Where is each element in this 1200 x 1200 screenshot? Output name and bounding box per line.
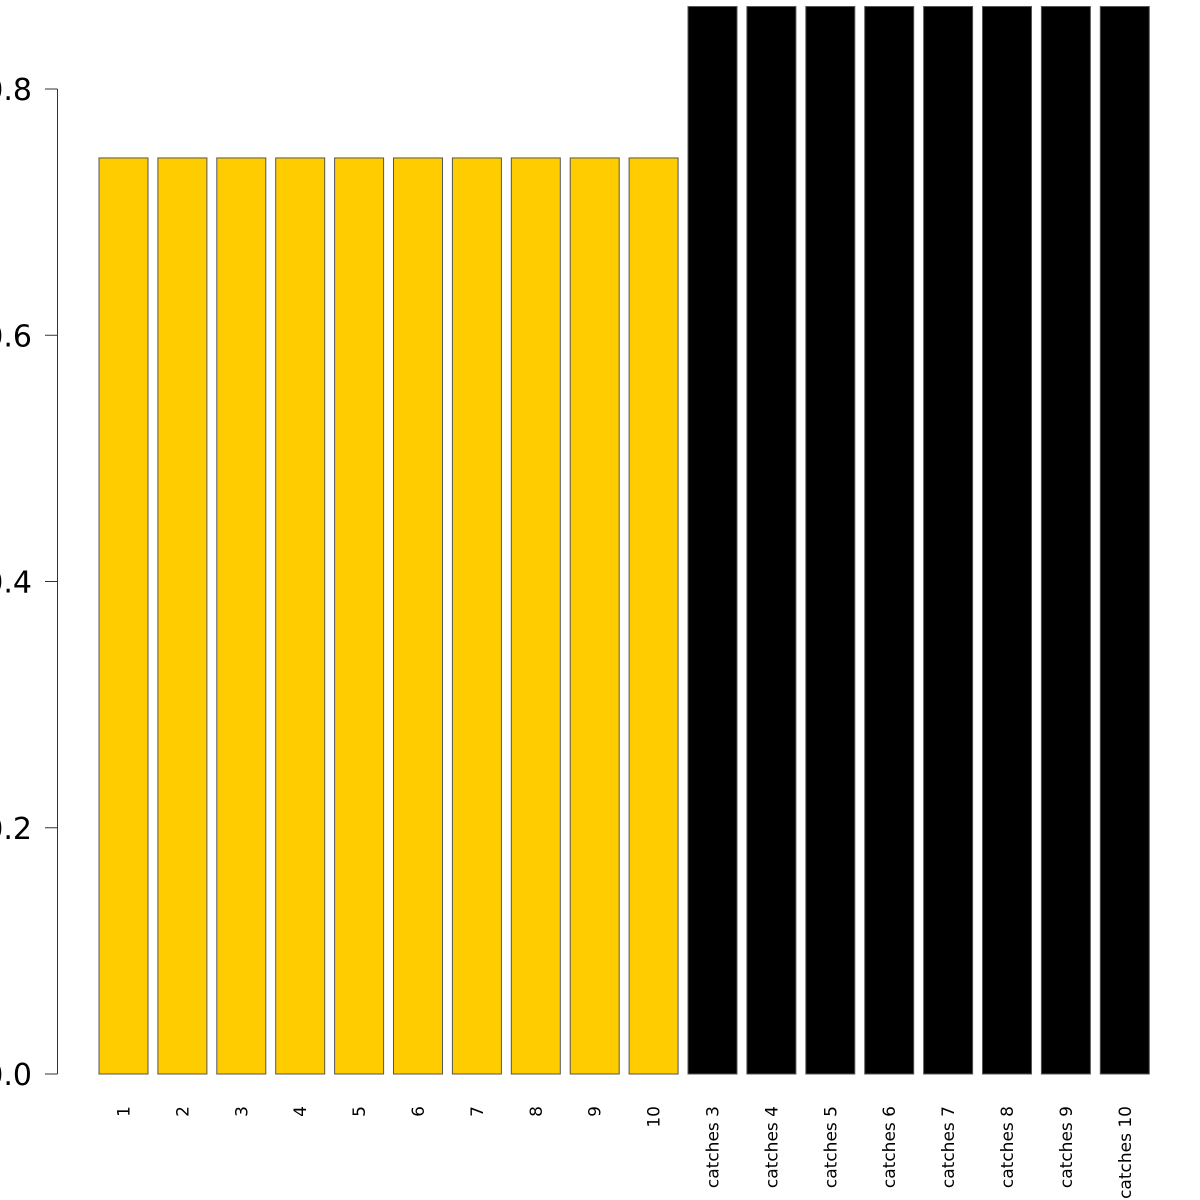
bars [98, 6, 1150, 1075]
y-axis: 0.0 0.2 0.4 0.6 0.8 [0, 73, 58, 1093]
bar [334, 157, 385, 1075]
bar [275, 157, 326, 1075]
bar [805, 6, 856, 1075]
x-tick-label: 4 [291, 1106, 311, 1117]
bar [864, 6, 915, 1075]
bar [569, 157, 620, 1075]
x-tick-label: catches 8 [998, 1106, 1018, 1188]
x-tick-label: 10 [645, 1106, 665, 1128]
bar [510, 157, 561, 1075]
x-tick-label: 2 [173, 1106, 193, 1117]
bar [982, 6, 1032, 1075]
y-tick-label: 0.6 [0, 319, 32, 354]
bar [923, 6, 974, 1075]
x-tick-label: 7 [468, 1106, 488, 1117]
x-tick-label: 6 [409, 1106, 429, 1117]
bar [157, 157, 208, 1075]
bar [1099, 6, 1150, 1075]
bar [746, 6, 797, 1075]
bar [1040, 6, 1091, 1075]
x-tick-label: catches 3 [704, 1106, 724, 1188]
bar [628, 157, 679, 1075]
y-tick-label: 0.4 [0, 566, 32, 601]
y-tick-label: 0.0 [0, 1058, 32, 1093]
x-tick-label: catches 7 [939, 1106, 959, 1188]
bar [393, 157, 443, 1075]
y-tick-label: 0.8 [0, 73, 32, 108]
x-tick-label: catches 5 [821, 1106, 841, 1188]
bar [687, 6, 738, 1075]
x-tick-label: catches 10 [1116, 1106, 1136, 1199]
x-tick-label: 9 [586, 1106, 606, 1117]
bar [451, 157, 502, 1075]
x-tick-label: 3 [232, 1106, 252, 1117]
x-tick-label: 5 [350, 1106, 370, 1117]
bar [216, 157, 267, 1075]
x-tick-label: catches 9 [1057, 1106, 1077, 1188]
x-tick-label: catches 4 [762, 1106, 782, 1188]
y-tick-label: 0.2 [0, 812, 32, 847]
x-tick-label: 1 [115, 1106, 135, 1117]
x-tick-label: 8 [527, 1106, 547, 1117]
x-tick-label: catches 6 [880, 1106, 900, 1188]
bar [98, 157, 149, 1075]
x-tick-labels: 1 2 3 4 5 6 7 8 9 10 catches 3 catches 4 catches 5 ca… [115, 1106, 1136, 1199]
